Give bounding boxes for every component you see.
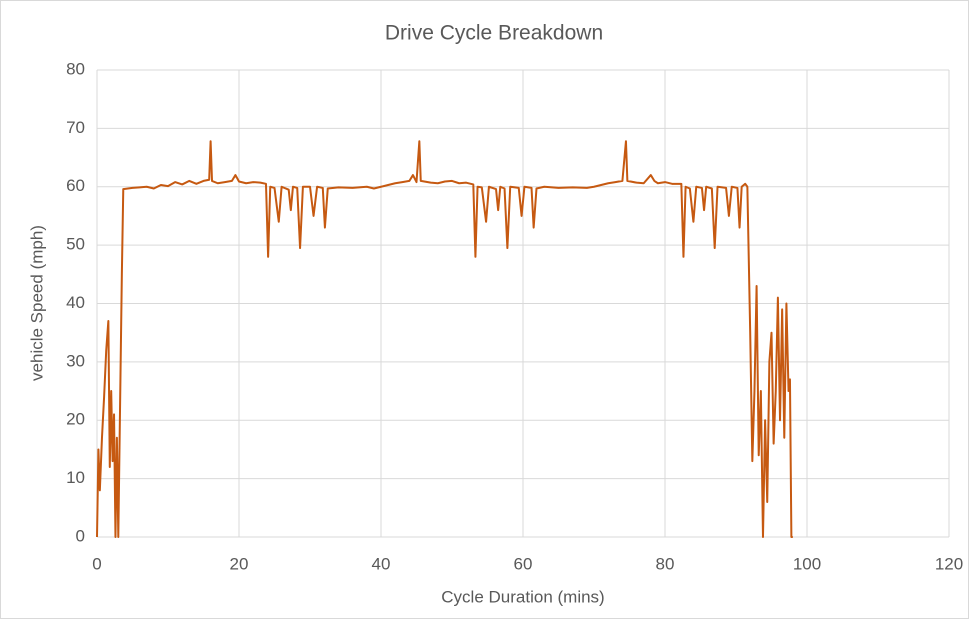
y-tick-label: 20 [66,410,85,429]
y-tick-label: 0 [76,526,85,545]
x-tick-label: 100 [793,554,821,573]
x-tick-label: 0 [92,554,101,573]
y-tick-label: 30 [66,351,85,370]
y-tick-label: 60 [66,176,85,195]
x-tick-label: 80 [656,554,675,573]
y-tick-label: 70 [66,118,85,137]
y-tick-label: 40 [66,293,85,312]
y-tick-label: 50 [66,235,85,254]
x-tick-label: 20 [230,554,249,573]
data-line [96,140,793,538]
x-axis-label: Cycle Duration (mins) [441,587,604,606]
chart-title: Drive Cycle Breakdown [385,22,603,45]
y-tick-label: 10 [66,468,85,487]
x-tick-label: 40 [372,554,391,573]
y-axis-label: vehicle Speed (mph) [27,225,46,381]
x-tick-label: 60 [514,554,533,573]
x-tick-label: 120 [935,554,963,573]
y-tick-label: 80 [66,59,85,78]
